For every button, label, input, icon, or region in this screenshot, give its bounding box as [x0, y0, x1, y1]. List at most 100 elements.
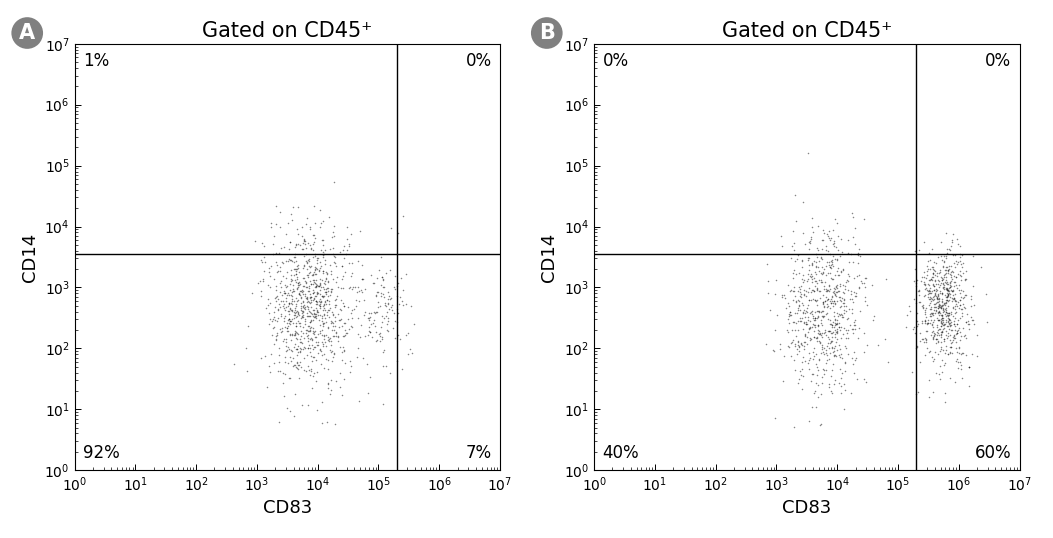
- Point: [295, 273, 312, 282]
- Point: [925, 244, 941, 253]
- Point: [939, 280, 956, 288]
- Point: [935, 256, 952, 265]
- Point: [779, 342, 796, 350]
- Point: [374, 317, 391, 326]
- Point: [911, 287, 928, 295]
- Point: [238, 344, 255, 352]
- Point: [305, 309, 322, 317]
- Point: [936, 320, 953, 328]
- Point: [827, 255, 843, 264]
- Point: [789, 338, 806, 346]
- Point: [279, 281, 296, 290]
- Point: [838, 329, 855, 337]
- Point: [938, 289, 955, 298]
- Point: [301, 293, 318, 302]
- Point: [287, 270, 304, 278]
- Point: [965, 316, 981, 324]
- Point: [946, 294, 962, 303]
- Point: [774, 242, 791, 251]
- Point: [806, 343, 822, 352]
- Point: [819, 231, 836, 240]
- Point: [271, 300, 287, 308]
- Point: [287, 327, 304, 336]
- Point: [319, 269, 336, 278]
- Point: [946, 278, 962, 286]
- Point: [284, 314, 301, 323]
- Point: [273, 277, 290, 285]
- Point: [955, 259, 972, 267]
- Point: [319, 356, 336, 364]
- Point: [961, 320, 978, 329]
- Point: [932, 287, 949, 295]
- Point: [917, 273, 934, 282]
- Point: [965, 281, 981, 290]
- Point: [267, 286, 284, 295]
- Point: [315, 319, 332, 328]
- Point: [376, 301, 393, 309]
- Point: [931, 301, 948, 309]
- Point: [275, 287, 292, 296]
- Point: [832, 311, 849, 320]
- Point: [265, 308, 282, 317]
- Point: [317, 277, 334, 286]
- Point: [915, 303, 932, 312]
- Point: [315, 285, 332, 293]
- Point: [287, 240, 304, 249]
- Point: [946, 294, 962, 302]
- Point: [939, 265, 956, 274]
- Point: [799, 149, 816, 158]
- Point: [332, 247, 349, 256]
- Point: [923, 287, 940, 295]
- Y-axis label: CD14: CD14: [540, 232, 558, 281]
- Point: [930, 280, 947, 288]
- Point: [310, 311, 326, 320]
- Point: [961, 363, 978, 371]
- Point: [907, 265, 923, 274]
- Point: [818, 356, 835, 364]
- Point: [811, 327, 828, 335]
- Point: [315, 266, 332, 275]
- Point: [962, 292, 979, 301]
- Point: [915, 238, 932, 247]
- Point: [930, 302, 947, 310]
- Point: [936, 324, 953, 332]
- Point: [927, 348, 943, 356]
- Point: [298, 279, 315, 287]
- Point: [312, 346, 329, 355]
- Point: [848, 292, 865, 300]
- Point: [336, 330, 353, 339]
- Point: [960, 317, 977, 325]
- Point: [819, 294, 836, 303]
- Point: [927, 288, 943, 297]
- Point: [322, 334, 339, 342]
- Point: [925, 273, 941, 281]
- Point: [294, 288, 311, 296]
- Point: [931, 277, 948, 285]
- Point: [813, 390, 830, 398]
- Point: [352, 332, 369, 341]
- Point: [978, 317, 995, 326]
- Point: [369, 307, 385, 316]
- Point: [309, 298, 325, 307]
- Point: [784, 287, 801, 295]
- Point: [791, 288, 808, 296]
- Point: [294, 232, 311, 240]
- Point: [314, 313, 331, 322]
- Point: [799, 270, 816, 279]
- Point: [955, 293, 972, 302]
- Point: [811, 257, 828, 265]
- Point: [931, 331, 948, 339]
- Point: [287, 302, 304, 310]
- Point: [283, 287, 300, 296]
- Point: [259, 281, 276, 289]
- Point: [301, 268, 318, 277]
- Point: [302, 277, 319, 285]
- Point: [945, 303, 961, 312]
- Point: [815, 298, 832, 306]
- Point: [850, 259, 867, 267]
- Point: [951, 344, 968, 352]
- Point: [318, 417, 335, 426]
- Point: [790, 341, 807, 350]
- Point: [833, 381, 850, 390]
- Point: [953, 361, 970, 370]
